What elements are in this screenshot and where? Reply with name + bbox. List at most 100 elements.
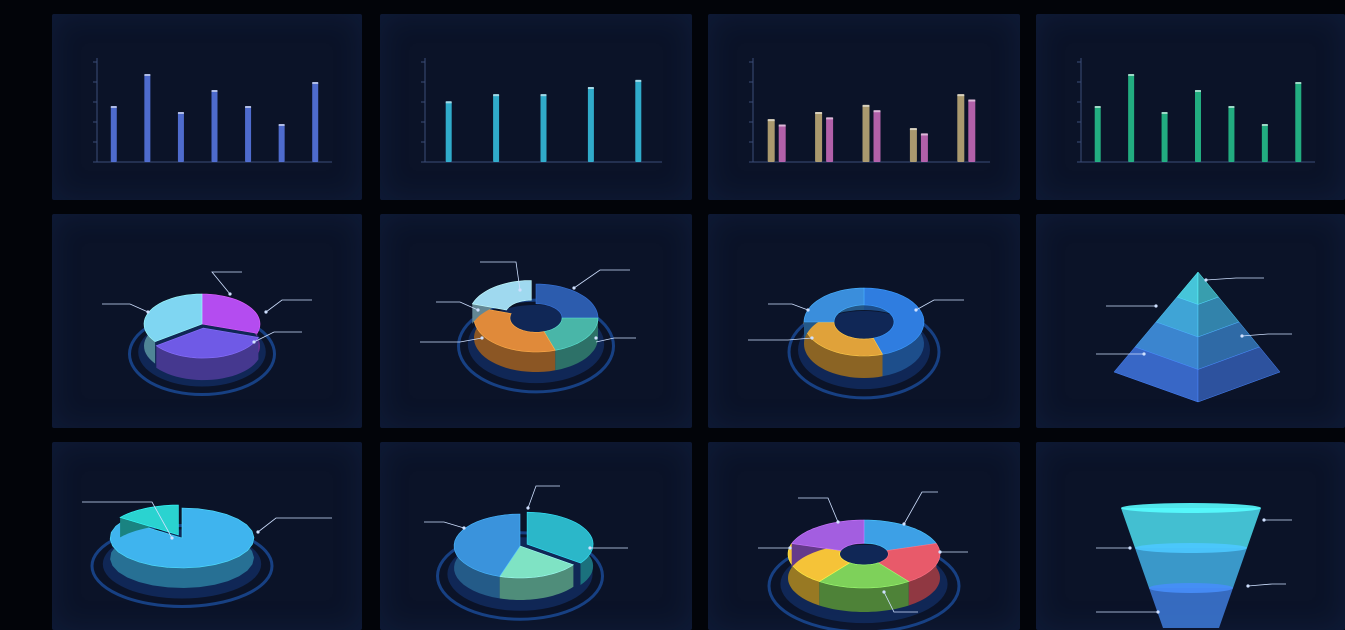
pie-slice — [471, 280, 532, 311]
leader-dot — [228, 292, 232, 296]
bar-cap — [920, 133, 928, 136]
leader-line — [595, 337, 636, 343]
pie-slice — [201, 293, 261, 334]
pie-slice — [803, 287, 865, 323]
bar-cap — [1295, 82, 1302, 84]
bar — [1295, 82, 1302, 162]
pie-chart-panel-1 — [52, 214, 362, 428]
bar-cap — [957, 94, 965, 97]
bar-cap — [873, 110, 881, 113]
leader-dot — [914, 308, 918, 312]
leader-line — [798, 497, 839, 523]
leader-line — [420, 337, 483, 343]
bar-cap — [144, 74, 151, 76]
leader-dot — [788, 546, 792, 550]
bar — [177, 112, 184, 162]
leader-line — [102, 303, 149, 313]
bar — [1161, 112, 1168, 162]
leader-dot — [462, 526, 466, 530]
bar-cap — [1195, 90, 1201, 92]
leader-line — [573, 269, 630, 289]
bar — [862, 104, 870, 162]
pie-slice — [109, 507, 255, 569]
slice-side — [156, 337, 259, 381]
leader-line — [1247, 583, 1286, 587]
bar — [587, 87, 594, 162]
pyramid-chart — [1096, 271, 1292, 403]
ring-chart — [758, 491, 968, 630]
donut-chart-panel-2 — [708, 214, 1020, 428]
funnel-stage-top — [1149, 583, 1233, 593]
pie-slice — [473, 307, 556, 353]
donut-chart-panel-1 — [380, 214, 692, 428]
leader-dot — [252, 340, 256, 344]
donut-chart-2 — [748, 287, 964, 400]
leader-dot — [836, 520, 840, 524]
leader-dot — [1142, 352, 1146, 356]
pie-slice — [499, 545, 575, 579]
leader-dot — [476, 308, 480, 312]
bar-cap — [445, 101, 452, 104]
pie-chart-panel-2 — [52, 442, 362, 630]
bar-cap — [909, 128, 917, 131]
leader-dot — [526, 506, 530, 510]
leader-line — [82, 501, 173, 539]
leader-dot — [588, 546, 592, 550]
bar-cap — [826, 117, 834, 120]
pie-slice — [155, 327, 259, 359]
bar — [540, 94, 547, 162]
pyramid-right-face — [1197, 346, 1281, 403]
bar-cap — [1128, 74, 1135, 76]
bar-cap — [245, 106, 252, 108]
bar — [909, 128, 917, 162]
bar-cap — [1261, 124, 1268, 126]
pie-chart-2 — [82, 501, 332, 608]
funnel-stage — [1149, 588, 1233, 628]
leader-dot — [572, 286, 576, 290]
leader-dot — [1240, 334, 1244, 338]
leader-line — [903, 491, 938, 525]
leader-dot — [1204, 278, 1208, 282]
bar-cap — [767, 119, 775, 122]
leader-dot — [264, 310, 268, 314]
leader-dot — [170, 536, 174, 540]
leader-dot — [480, 336, 484, 340]
donut-chart-1 — [420, 261, 636, 394]
leader-dot — [806, 308, 810, 312]
pie-slice — [453, 513, 521, 577]
pie-slice — [791, 519, 865, 551]
leader-dot — [1246, 584, 1250, 588]
leader-line — [253, 331, 302, 343]
funnel-stage — [1135, 548, 1247, 588]
bar — [1195, 90, 1201, 162]
leader-dot — [882, 590, 886, 594]
bar — [1094, 106, 1101, 162]
bar — [211, 90, 218, 162]
slice-side — [788, 543, 820, 606]
pie-slice — [143, 293, 203, 342]
bar — [278, 124, 285, 162]
bar — [873, 110, 881, 162]
leader-dot — [146, 310, 150, 314]
leader-line — [436, 301, 479, 311]
bar — [1228, 106, 1235, 162]
leader-dot — [902, 522, 906, 526]
bar — [445, 101, 452, 162]
bar — [312, 82, 319, 162]
bar-chart-panel-3 — [708, 14, 1020, 200]
bar — [245, 106, 252, 162]
pie-chart-3 — [424, 485, 628, 621]
bar — [1261, 124, 1268, 162]
bar — [767, 119, 775, 162]
bar-cap — [815, 112, 823, 114]
bar-cap — [312, 82, 319, 84]
leader-line — [748, 337, 813, 341]
pie-slice — [119, 504, 179, 536]
bar — [826, 117, 834, 162]
funnel-stage — [1121, 508, 1261, 548]
slice-side — [804, 322, 883, 378]
bar-chart-4 — [1077, 58, 1315, 163]
bar-cap — [110, 106, 117, 108]
leader-line — [1205, 277, 1264, 281]
bar-cap — [177, 112, 184, 114]
